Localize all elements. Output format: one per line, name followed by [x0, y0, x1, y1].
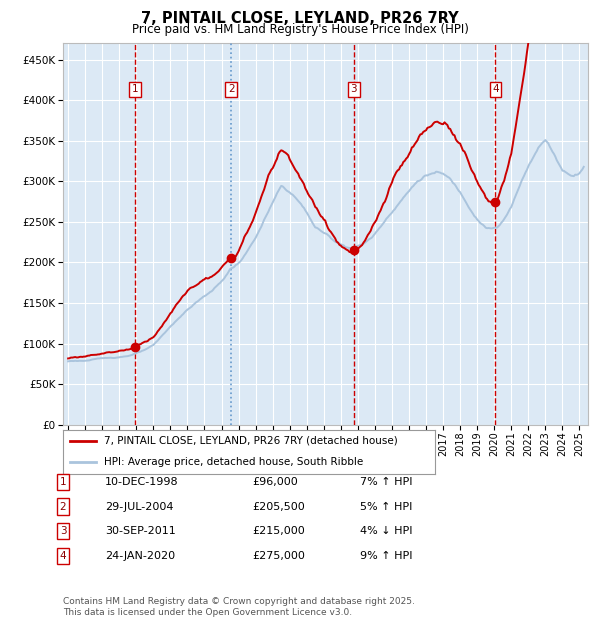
- Text: 5% ↑ HPI: 5% ↑ HPI: [360, 502, 412, 512]
- Text: 30-SEP-2011: 30-SEP-2011: [105, 526, 176, 536]
- Text: Price paid vs. HM Land Registry's House Price Index (HPI): Price paid vs. HM Land Registry's House …: [131, 23, 469, 36]
- Text: £275,000: £275,000: [252, 551, 305, 561]
- Text: 4: 4: [59, 551, 67, 561]
- Bar: [496, 43, 588, 425]
- Text: 1: 1: [59, 477, 67, 487]
- Bar: [231, 43, 353, 425]
- Text: £205,500: £205,500: [252, 502, 305, 512]
- Text: 7, PINTAIL CLOSE, LEYLAND, PR26 7RY: 7, PINTAIL CLOSE, LEYLAND, PR26 7RY: [141, 11, 459, 26]
- Text: 7% ↑ HPI: 7% ↑ HPI: [360, 477, 413, 487]
- Text: 4: 4: [492, 84, 499, 94]
- Text: £215,000: £215,000: [252, 526, 305, 536]
- Text: 1: 1: [132, 84, 139, 94]
- Text: 24-JAN-2020: 24-JAN-2020: [105, 551, 175, 561]
- Text: HPI: Average price, detached house, South Ribble: HPI: Average price, detached house, Sout…: [104, 457, 363, 467]
- Text: 2: 2: [59, 502, 67, 512]
- Text: 9% ↑ HPI: 9% ↑ HPI: [360, 551, 413, 561]
- Text: 2: 2: [228, 84, 235, 94]
- Text: 4% ↓ HPI: 4% ↓ HPI: [360, 526, 413, 536]
- Text: 3: 3: [350, 84, 357, 94]
- Text: Contains HM Land Registry data © Crown copyright and database right 2025.
This d: Contains HM Land Registry data © Crown c…: [63, 598, 415, 617]
- Text: 3: 3: [59, 526, 67, 536]
- Bar: [135, 43, 231, 425]
- Text: 29-JUL-2004: 29-JUL-2004: [105, 502, 173, 512]
- Bar: [353, 43, 496, 425]
- Text: £96,000: £96,000: [252, 477, 298, 487]
- Text: 7, PINTAIL CLOSE, LEYLAND, PR26 7RY (detached house): 7, PINTAIL CLOSE, LEYLAND, PR26 7RY (det…: [104, 436, 398, 446]
- Text: 10-DEC-1998: 10-DEC-1998: [105, 477, 179, 487]
- Bar: [63, 43, 135, 425]
